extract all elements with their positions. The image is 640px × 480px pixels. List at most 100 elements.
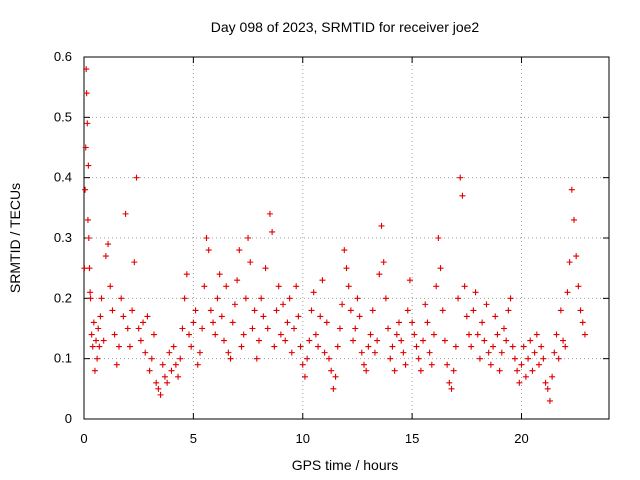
data-point [402,361,409,368]
data-point [551,349,558,356]
data-point [358,349,365,356]
data-point [179,325,186,332]
data-point [247,259,254,266]
data-point [332,373,339,380]
data-point [242,295,249,302]
data-point [334,343,341,350]
data-point [511,355,518,362]
data-point [533,331,540,338]
data-point [87,289,94,296]
data-point [391,367,398,374]
x-tick-label: 10 [296,431,310,446]
data-point [273,307,280,314]
data-point [400,349,407,356]
data-point [153,379,160,386]
data-point [225,349,232,356]
data-point [90,319,97,326]
data-point [573,253,580,260]
data-point [525,355,532,362]
data-point [514,367,521,374]
data-point [579,319,586,326]
y-tick-label: 0.3 [54,230,72,245]
data-point [415,355,422,362]
data-point [286,295,293,302]
data-points [81,66,588,404]
data-point [277,331,284,338]
data-point [126,343,133,350]
data-point [350,337,357,344]
data-point [542,379,549,386]
data-point [172,361,179,368]
data-point [393,331,400,338]
data-point [86,265,93,272]
data-point [319,277,326,284]
data-point [315,343,322,350]
data-point [376,271,383,278]
data-point [299,361,306,368]
data-point [352,325,359,332]
data-point [91,367,98,374]
data-point [536,361,542,368]
data-point [249,325,256,332]
data-point [380,259,387,266]
data-point [164,379,171,386]
data-point [483,301,490,308]
data-point [144,313,151,320]
data-point [85,235,92,241]
data-point [203,235,210,241]
data-point [354,295,361,302]
grid-lines [84,57,609,419]
data-point [199,325,206,332]
data-point [183,271,190,278]
data-point [378,222,385,229]
data-point [485,349,492,356]
data-point [409,319,416,326]
data-point [87,295,94,302]
data-point [568,186,575,193]
data-point [581,331,588,338]
data-point [166,349,173,356]
data-point [155,385,162,392]
x-axis-title: GPS time / hours [292,457,399,473]
data-point [411,331,418,338]
data-point [151,331,157,338]
data-point [367,331,374,338]
data-point [96,343,103,350]
data-point [312,331,319,338]
data-point [494,331,501,338]
data-point [271,343,278,350]
data-point [546,397,553,404]
data-point [328,367,335,374]
data-point [148,355,155,362]
data-point [330,385,337,392]
chart-title: Day 098 of 2023, SRMTID for receiver joe… [211,19,480,35]
data-point [157,391,164,398]
data-point [196,349,203,356]
data-point [93,337,100,344]
data-point [509,343,516,350]
data-point [540,355,547,362]
data-point [420,337,427,344]
data-point [175,373,182,380]
data-point [463,313,470,320]
data-point [413,343,420,350]
data-point [146,367,153,374]
data-point [501,325,507,332]
data-point [280,301,287,308]
data-point [531,349,538,356]
data-point [188,343,195,350]
data-point [566,259,573,266]
data-point [282,337,289,344]
data-point [97,313,104,320]
data-point [120,313,127,320]
data-point [133,174,140,181]
y-tick-label: 0.1 [54,351,72,366]
data-point [161,373,168,380]
data-point [520,343,527,350]
data-point [284,319,291,326]
data-point [431,331,437,338]
data-point [448,385,455,392]
data-point [339,301,346,308]
data-point [481,337,488,344]
data-point [135,325,142,332]
